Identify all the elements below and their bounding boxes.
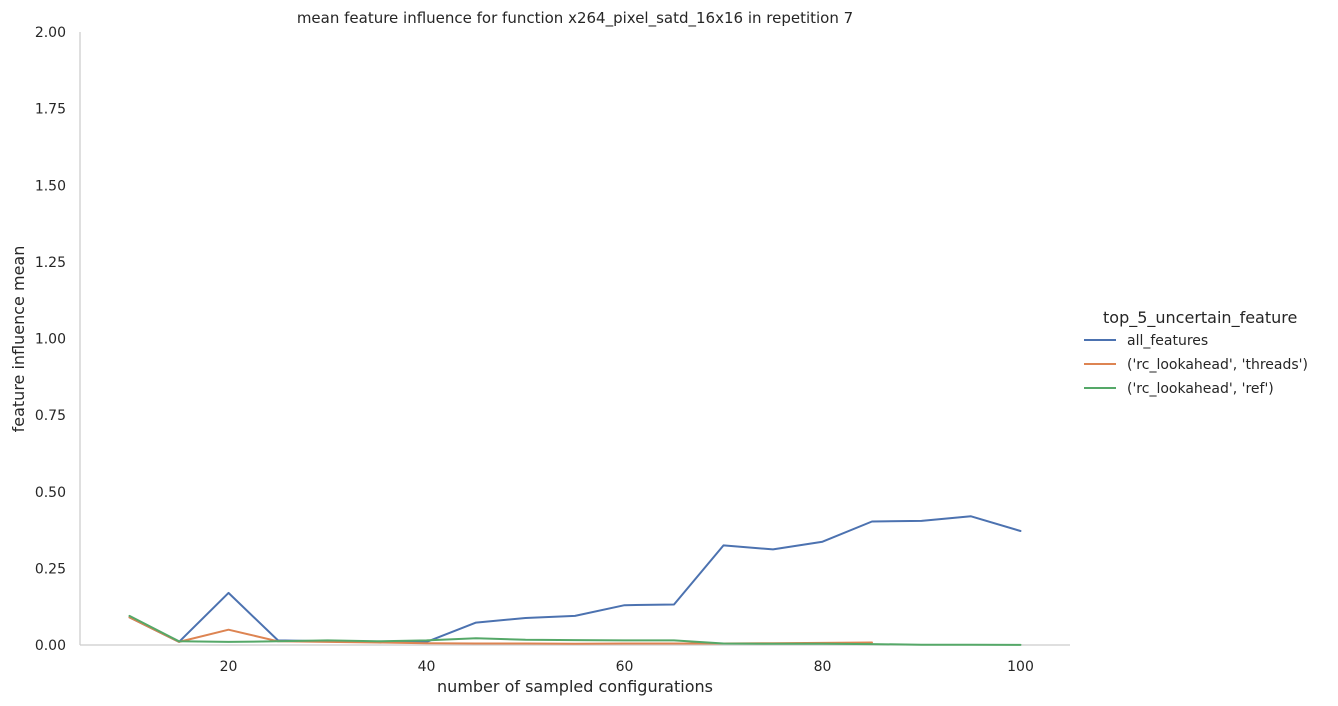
y-tick-label: 0.00 bbox=[35, 638, 66, 654]
y-tick-label: 2.00 bbox=[35, 25, 66, 41]
y-tick-label: 1.25 bbox=[35, 255, 66, 271]
legend-label: all_features bbox=[1127, 333, 1208, 349]
chart-title: mean feature influence for function x264… bbox=[297, 9, 853, 28]
x-axis-label: number of sampled configurations bbox=[437, 677, 713, 696]
y-tick-label: 1.50 bbox=[35, 178, 66, 194]
y-tick-label: 0.75 bbox=[35, 408, 66, 424]
legend-items: all_features ('rc_lookahead', 'threads') (… bbox=[1084, 333, 1308, 397]
legend-label: ('rc_lookahead', 'ref') bbox=[1127, 381, 1274, 397]
x-tick-labels: 20 40 60 80 100 bbox=[220, 659, 1034, 675]
y-tick-labels: 0.00 0.25 0.50 0.75 1.00 1.25 1.50 1.75 2.00 bbox=[35, 25, 66, 654]
series-line-0 bbox=[128, 515, 1022, 643]
y-tick-label: 0.25 bbox=[35, 561, 66, 577]
x-tick-label: 20 bbox=[220, 659, 238, 675]
x-tick-label: 40 bbox=[418, 659, 436, 675]
x-tick-label: 60 bbox=[616, 659, 634, 675]
x-tick-label: 100 bbox=[1007, 659, 1034, 675]
y-axis-label: feature influence mean bbox=[9, 246, 28, 433]
legend-item: ('rc_lookahead', 'threads') bbox=[1084, 357, 1308, 373]
legend-item: ('rc_lookahead', 'ref') bbox=[1084, 381, 1274, 397]
legend-item: all_features bbox=[1084, 333, 1208, 349]
y-tick-label: 0.50 bbox=[35, 485, 66, 501]
y-tick-label: 1.75 bbox=[35, 102, 66, 118]
series-layer bbox=[128, 515, 1022, 646]
legend-title: top_5_uncertain_feature bbox=[1103, 308, 1297, 328]
legend: top_5_uncertain_feature all_features ('rc… bbox=[1084, 308, 1308, 397]
y-tick-label: 1.00 bbox=[35, 332, 66, 348]
legend-label: ('rc_lookahead', 'threads') bbox=[1127, 357, 1308, 373]
plot-area bbox=[79, 32, 1070, 646]
series-line-2 bbox=[128, 614, 1022, 646]
x-tick-label: 80 bbox=[814, 659, 832, 675]
